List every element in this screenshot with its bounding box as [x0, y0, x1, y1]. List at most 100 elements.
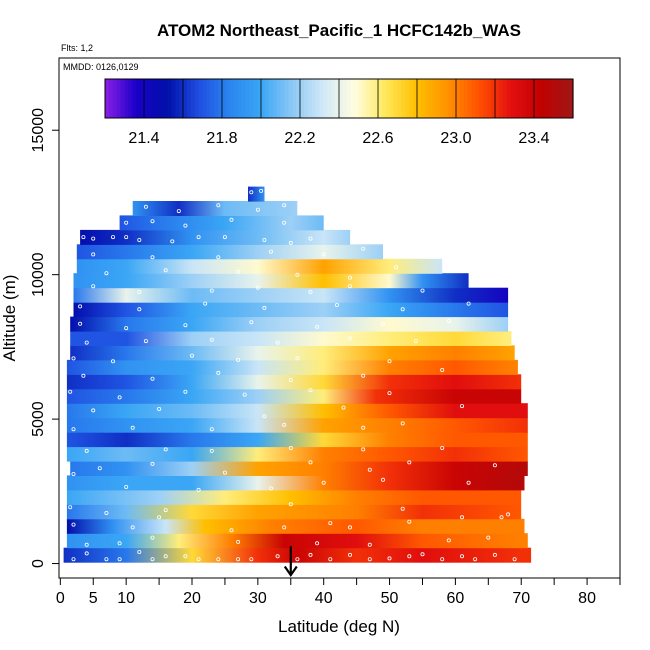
sample-marker	[104, 271, 109, 276]
colorbar-segment	[409, 79, 414, 118]
colorbar-segment	[432, 79, 438, 118]
x-tick-label: 30	[249, 590, 267, 607]
colorbar-segment	[202, 79, 207, 118]
sample-marker	[407, 519, 412, 524]
colorbar-segment	[339, 79, 344, 118]
sample-marker	[295, 557, 300, 562]
colorbar-tick-labels: 21.4 21.8 22.2 22.6 23.0 23.4	[128, 130, 549, 147]
sample-marker	[347, 275, 352, 280]
sample-marker	[196, 557, 201, 562]
heatmap-band	[66, 475, 525, 491]
sample-marker	[137, 307, 142, 312]
sample-marker	[111, 359, 116, 364]
heatmap-band	[66, 388, 522, 404]
colorbar-segment	[475, 79, 480, 118]
heatmap-band	[66, 417, 528, 433]
heatmap-band	[119, 215, 324, 231]
sample-marker	[183, 323, 188, 328]
sample-marker	[361, 425, 366, 430]
colorbar-segment	[190, 79, 196, 118]
sample-marker	[196, 487, 201, 492]
colorbar-segment	[210, 79, 215, 118]
sample-marker	[506, 512, 511, 517]
colorbar-segment	[241, 79, 246, 118]
sample-marker	[420, 552, 425, 557]
sample-marker	[380, 321, 385, 326]
sample-marker	[104, 510, 109, 515]
colorbar-segment	[237, 79, 243, 118]
colorbar-segment	[315, 79, 321, 118]
sample-marker	[236, 269, 241, 274]
colorbar-frame	[104, 78, 574, 119]
sample-marker	[236, 357, 241, 362]
colorbar-segment	[132, 79, 137, 118]
sample-marker	[295, 272, 300, 277]
sample-marker	[387, 359, 392, 364]
colorbar-segment	[335, 79, 340, 118]
sample-marker	[71, 522, 76, 527]
colorbar-segment	[569, 79, 574, 118]
sample-marker	[268, 486, 273, 491]
sample-marker	[143, 204, 148, 209]
chart-title: ATOM2 Northeast_Pacific_1 HCFC142b_WAS	[157, 21, 521, 40]
sample-marker	[84, 542, 89, 547]
sample-marker	[229, 217, 234, 222]
sample-marker	[189, 353, 194, 358]
colorbar-segment	[323, 79, 328, 118]
sample-marker	[216, 370, 221, 375]
sample-marker	[400, 307, 405, 312]
sample-marker	[203, 301, 208, 306]
colorbar-tick-label: 22.6	[362, 130, 393, 147]
sample-marker	[347, 552, 352, 557]
sample-marker	[367, 467, 372, 472]
x-tick-label: 40	[315, 590, 333, 607]
colorbar-segment	[487, 79, 492, 118]
colorbar-segment	[319, 79, 324, 118]
sample-marker	[262, 237, 267, 242]
colorbar-segment	[440, 79, 445, 118]
colorbar-segment	[452, 79, 457, 118]
sample-marker	[84, 448, 89, 453]
heatmap-band	[80, 229, 351, 245]
colorbar-segment	[151, 79, 157, 118]
colorbar-segment	[272, 79, 278, 118]
colorbar-segment	[288, 79, 293, 118]
sample-marker	[262, 414, 267, 419]
sample-marker	[150, 535, 155, 540]
colorbar-segment	[350, 79, 356, 118]
arrow-head	[283, 565, 298, 578]
sample-marker	[400, 421, 405, 426]
colorbar-segment	[381, 79, 387, 118]
colorbar-segment	[249, 79, 254, 118]
sample-marker	[255, 207, 260, 212]
sample-marker	[209, 337, 214, 342]
sample-marker	[163, 268, 168, 273]
colorbar-tick-label: 21.8	[206, 130, 237, 147]
sample-marker	[400, 506, 405, 511]
sample-marker	[124, 235, 129, 240]
sample-marker	[282, 203, 287, 208]
sample-marker	[466, 480, 471, 485]
sample-marker	[124, 484, 129, 489]
x-tick-label: 20	[183, 590, 201, 607]
colorbar-segment	[303, 79, 309, 118]
colorbar-segment	[565, 79, 570, 118]
colorbar-segment	[424, 79, 430, 118]
sample-marker	[328, 557, 333, 562]
heatmap-band	[73, 302, 509, 318]
colorbar-segment	[108, 79, 114, 118]
sample-marker	[150, 255, 155, 260]
colorbar-segment	[498, 79, 504, 118]
sample-marker	[341, 405, 346, 410]
heatmap-bands	[63, 186, 532, 563]
colorbar-tick-label: 21.4	[128, 130, 159, 147]
sample-marker	[222, 235, 227, 240]
sample-marker	[420, 288, 425, 293]
sample-marker	[71, 427, 76, 432]
sample-marker	[268, 249, 273, 254]
sample-marker	[91, 252, 96, 257]
sample-marker	[347, 525, 352, 530]
sample-marker	[176, 209, 181, 214]
colorbar-segment	[253, 79, 258, 118]
